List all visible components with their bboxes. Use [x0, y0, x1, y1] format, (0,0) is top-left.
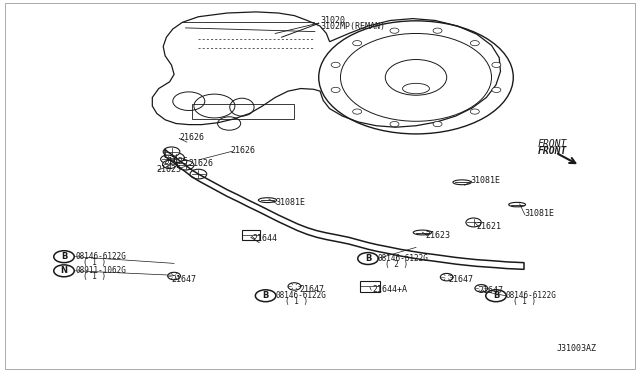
Text: 08146-6122G: 08146-6122G: [275, 291, 326, 300]
Text: B: B: [493, 291, 499, 300]
Text: 21621: 21621: [477, 222, 502, 231]
Circle shape: [168, 272, 180, 280]
Text: 21647: 21647: [300, 285, 324, 294]
Bar: [360, 281, 380, 292]
Circle shape: [255, 290, 276, 302]
Circle shape: [475, 285, 488, 292]
Circle shape: [390, 28, 399, 33]
Text: 21647: 21647: [479, 286, 504, 295]
Text: ( 1 ): ( 1 ): [513, 297, 536, 306]
Circle shape: [358, 253, 378, 264]
Text: 31020: 31020: [320, 16, 345, 25]
Text: ( 1 ): ( 1 ): [83, 272, 106, 281]
Text: ( 1 ): ( 1 ): [83, 258, 106, 267]
Circle shape: [353, 41, 362, 46]
Circle shape: [54, 251, 74, 263]
Text: 21644: 21644: [253, 234, 278, 243]
Text: 31081E: 31081E: [525, 209, 555, 218]
Text: ( 2 ): ( 2 ): [385, 260, 408, 269]
Text: 31081E: 31081E: [470, 176, 500, 185]
Circle shape: [163, 160, 177, 169]
Circle shape: [190, 169, 207, 179]
Text: 21626: 21626: [230, 146, 255, 155]
Text: 21625: 21625: [163, 157, 188, 166]
Circle shape: [161, 155, 175, 163]
Circle shape: [390, 122, 399, 127]
Circle shape: [177, 160, 194, 170]
Circle shape: [492, 87, 501, 93]
Text: FRONT: FRONT: [538, 146, 567, 155]
Text: FRONT: FRONT: [538, 139, 567, 149]
Text: 08911-1062G: 08911-1062G: [76, 266, 126, 275]
Ellipse shape: [509, 202, 525, 207]
Circle shape: [433, 28, 442, 33]
Circle shape: [486, 290, 506, 302]
Text: 08146-6122G: 08146-6122G: [76, 252, 126, 261]
Text: 21647: 21647: [448, 275, 473, 284]
Text: N: N: [61, 266, 67, 275]
Circle shape: [168, 153, 184, 163]
Circle shape: [466, 218, 481, 227]
Text: B: B: [365, 254, 371, 263]
Circle shape: [163, 147, 180, 157]
Circle shape: [470, 41, 479, 46]
Text: 21626: 21626: [189, 159, 214, 168]
Circle shape: [54, 265, 74, 277]
Circle shape: [433, 122, 442, 127]
Text: 21644+A: 21644+A: [372, 285, 408, 294]
Text: 08146-6122G: 08146-6122G: [506, 291, 556, 300]
Text: 31081E: 31081E: [275, 198, 305, 207]
Text: J31003AZ: J31003AZ: [557, 344, 596, 353]
Ellipse shape: [453, 180, 471, 185]
Ellipse shape: [259, 198, 276, 202]
Text: 3102MP(REMAN): 3102MP(REMAN): [320, 22, 385, 31]
Circle shape: [331, 87, 340, 93]
Circle shape: [331, 62, 340, 67]
Ellipse shape: [413, 230, 431, 235]
Text: 21625: 21625: [157, 165, 182, 174]
Text: B: B: [262, 291, 269, 300]
Circle shape: [353, 109, 362, 114]
Text: 08146-6122G: 08146-6122G: [378, 254, 428, 263]
Circle shape: [492, 62, 501, 67]
Text: 21623: 21623: [426, 231, 451, 240]
Circle shape: [288, 283, 301, 290]
Text: ( 1 ): ( 1 ): [285, 297, 308, 306]
Bar: [242, 230, 260, 240]
Circle shape: [440, 273, 453, 281]
Text: 21626: 21626: [179, 133, 204, 142]
Text: B: B: [61, 252, 67, 261]
Circle shape: [470, 109, 479, 114]
Text: 21647: 21647: [172, 275, 196, 284]
